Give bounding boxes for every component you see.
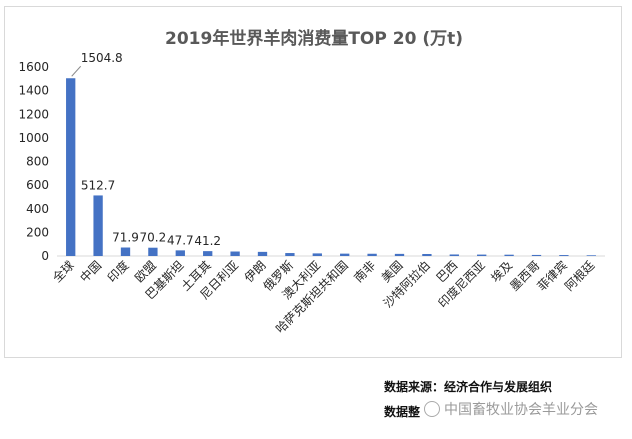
x-tick-label: 全球 — [49, 258, 77, 286]
y-tick-label: 200 — [26, 225, 49, 239]
chart-frame: 2019年世界羊肉消费量TOP 20 (万t) 0 200 400 600 800 100… — [4, 6, 622, 358]
data-label: 1504.8 — [81, 51, 123, 65]
y-tick-label: 1400 — [18, 84, 49, 98]
bar — [422, 253, 432, 256]
data-label: 47.7 — [167, 233, 194, 247]
bar — [93, 195, 103, 256]
bar — [367, 253, 377, 256]
data-labels: 1504.8 512.7 71.9 70.2 47.7 41.2 — [71, 51, 221, 248]
bar — [175, 250, 185, 256]
data-label-leader — [71, 65, 82, 77]
bar — [230, 251, 240, 256]
y-tick-label: 1000 — [18, 131, 49, 145]
watermark: 中国畜牧业协会羊业分会 — [424, 399, 598, 419]
bar — [586, 255, 596, 256]
data-label: 41.2 — [194, 234, 221, 248]
watermark-text: 中国畜牧业协会羊业分会 — [444, 402, 598, 418]
bar — [394, 253, 405, 256]
y-tick-label: 800 — [26, 155, 49, 169]
x-tick-label: 墨西哥 — [507, 258, 542, 293]
bar — [504, 254, 514, 256]
bar — [203, 251, 213, 256]
bar — [559, 255, 569, 256]
bar — [340, 253, 350, 256]
bar — [477, 254, 487, 256]
x-tick-label: 南非 — [351, 258, 379, 286]
compiled-note: 数据整 — [384, 405, 421, 419]
bar — [531, 254, 542, 256]
y-tick-label: 1600 — [18, 60, 49, 74]
y-tick-label: 600 — [26, 178, 49, 192]
bars — [66, 78, 596, 256]
bar — [312, 253, 322, 256]
data-label: 70.2 — [140, 231, 167, 245]
x-tick-label: 菲律宾 — [534, 258, 570, 294]
y-tick-label: 0 — [41, 249, 49, 263]
y-axis: 0 200 400 600 800 1000 1200 1400 1600 — [18, 60, 49, 263]
data-label: 512.7 — [81, 178, 115, 192]
x-tick-label: 印度 — [104, 258, 132, 286]
chart-title: 2019年世界羊肉消费量TOP 20 (万t) — [165, 28, 463, 49]
x-tick-label: 中国 — [77, 258, 105, 286]
bar-chart: 2019年世界羊肉消费量TOP 20 (万t) 0 200 400 600 800 100… — [18, 28, 605, 336]
bar — [148, 247, 158, 256]
y-tick-label: 400 — [26, 202, 49, 216]
bar — [449, 254, 459, 256]
source-note: 数据来源：经济合作与发展组织 — [384, 380, 553, 394]
bar — [257, 251, 268, 256]
y-tick-label: 1200 — [18, 107, 49, 121]
data-label: 71.9 — [112, 231, 139, 245]
bar — [66, 78, 76, 256]
wechat-icon — [424, 401, 440, 417]
bar — [285, 253, 295, 256]
bar — [120, 247, 131, 256]
x-tick-label: 阿根廷 — [562, 258, 597, 293]
